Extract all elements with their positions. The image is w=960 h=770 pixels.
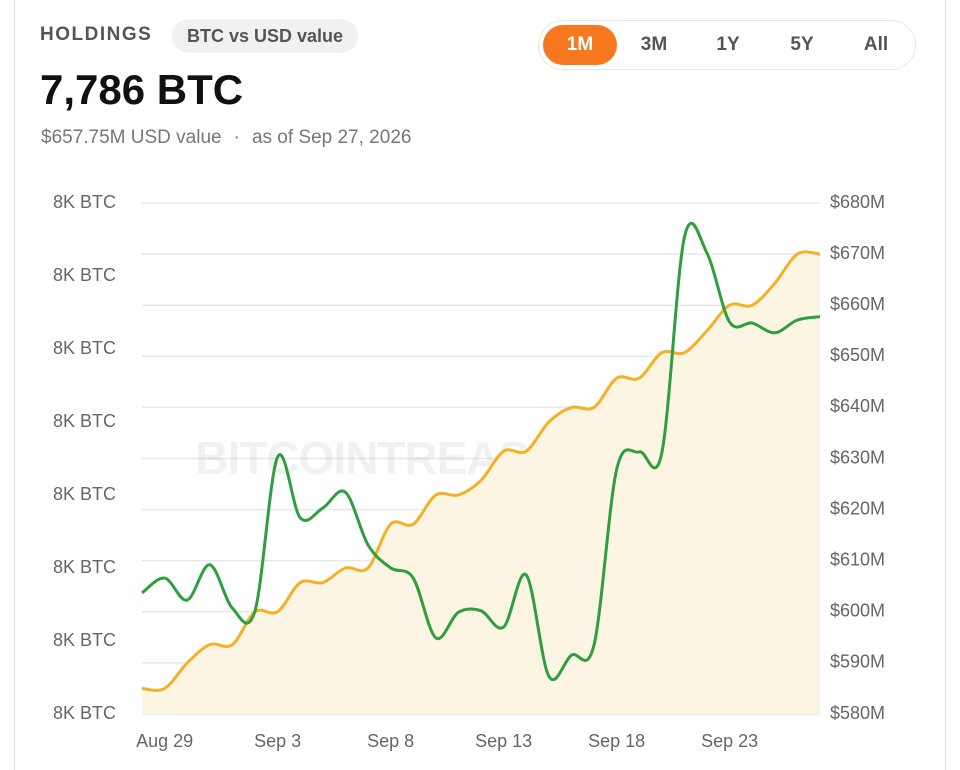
- subtitle: $657.75M USD value · as of Sep 27, 2026: [41, 127, 423, 149]
- x-tick-label: Sep 3: [254, 731, 301, 751]
- separator: ·: [233, 127, 240, 148]
- y-tick-label: 8K BTC: [53, 265, 116, 285]
- y2-tick-label: $620M: [830, 498, 885, 518]
- y-tick-label: 8K BTC: [53, 192, 116, 212]
- y-tick-label: 8K BTC: [53, 630, 116, 650]
- range-button[interactable]: 1Y: [716, 34, 740, 55]
- holdings-label: HOLDINGS: [40, 24, 153, 45]
- range-button[interactable]: All: [863, 34, 889, 55]
- y-tick-label: 8K BTC: [53, 484, 116, 504]
- y2-tick-label: $660M: [830, 294, 885, 314]
- y2-tick-label: $680M: [830, 192, 885, 212]
- x-tick-label: Sep 18: [588, 731, 645, 751]
- y-tick-label: 8K BTC: [53, 703, 116, 723]
- y-tick-label: 8K BTC: [53, 411, 116, 431]
- y2-tick-label: $670M: [830, 243, 885, 263]
- range-button[interactable]: 5Y: [790, 34, 814, 55]
- x-tick-label: Sep 8: [367, 731, 414, 751]
- x-tick-label: Sep 13: [475, 731, 532, 751]
- y2-tick-label: $590M: [830, 652, 885, 672]
- y2-tick-label: $610M: [830, 549, 885, 569]
- card: [14, 0, 946, 770]
- usd-value: $657.75M USD value: [41, 127, 222, 148]
- y2-tick-label: $580M: [830, 703, 885, 723]
- y2-tick-label: $630M: [830, 447, 885, 467]
- y-tick-label: 8K BTC: [53, 557, 116, 577]
- line: [141, 221, 821, 681]
- y2-tick-label: $640M: [830, 396, 885, 416]
- x-tick-label: Aug 29: [136, 731, 193, 751]
- range-button[interactable]: 3M: [640, 34, 668, 55]
- holdings-amount: 7,786 BTC: [40, 66, 244, 113]
- y2-tick-label: $600M: [830, 601, 885, 621]
- y2-tick-label: $650M: [830, 345, 885, 365]
- x-tick-label: Sep 23: [701, 731, 758, 751]
- mode-pill[interactable]: BTC vs USD value: [172, 19, 359, 53]
- range-button[interactable]: 1M: [543, 25, 617, 65]
- y-tick-label: 8K BTC: [53, 338, 116, 358]
- range-selector: 1M 3M 1Y 5Y All: [538, 20, 916, 70]
- as-of: as of Sep 27, 2026: [251, 127, 412, 148]
